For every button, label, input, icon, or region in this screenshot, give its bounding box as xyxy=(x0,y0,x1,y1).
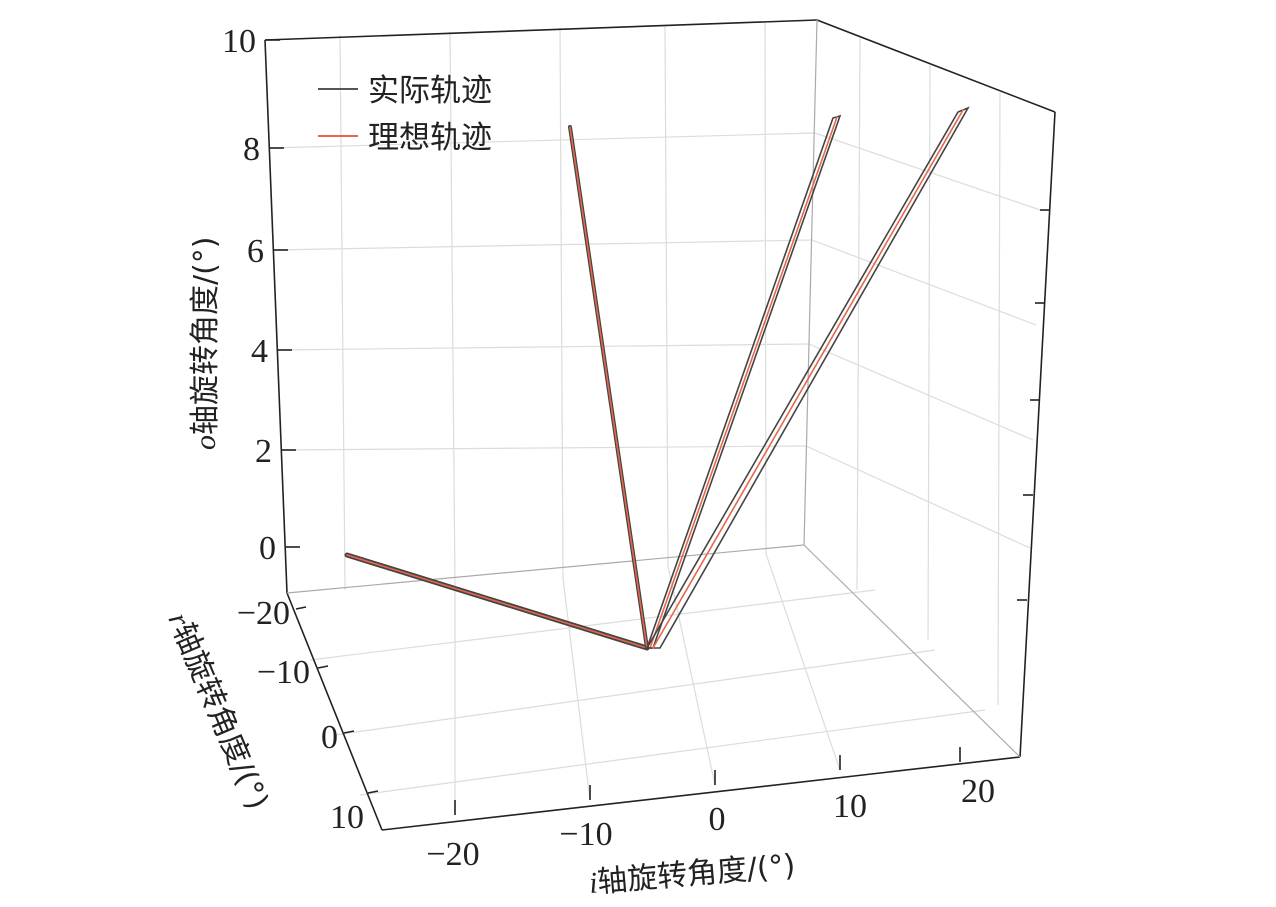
o-axis-label: o轴旋转角度/(°) xyxy=(188,236,223,450)
r-tick-label: 10 xyxy=(330,799,364,836)
o-axis-label-var: o xyxy=(189,435,222,450)
legend-label-ideal: 理想轨迹 xyxy=(368,120,492,156)
i-tick-label: 0 xyxy=(709,801,726,838)
i-tick-label: 10 xyxy=(833,788,867,825)
trajectories xyxy=(344,106,970,651)
actual-trajectory-line xyxy=(645,106,970,649)
i-axis-tick-labels: −20 −10 0 10 20 xyxy=(426,773,995,873)
r-tick-label: −10 xyxy=(257,654,310,691)
trajectory-segment-1 xyxy=(344,552,650,651)
o-tick-label: 10 xyxy=(222,23,256,60)
ideal-trajectory-line xyxy=(652,109,964,649)
i-tick-label: −20 xyxy=(426,836,479,873)
legend: 实际轨迹 理想轨迹 xyxy=(318,73,492,156)
inner-edges xyxy=(286,19,1021,758)
ideal-trajectory-line xyxy=(346,554,648,649)
tick-marks xyxy=(266,39,1050,815)
o-tick-label: 6 xyxy=(247,233,264,270)
ideal-trajectory-line xyxy=(649,116,838,649)
legend-label-actual: 实际轨迹 xyxy=(368,73,492,109)
i-axis-label: i轴旋转角度/(°) xyxy=(588,848,797,901)
r-axis-label: r轴旋转角度/(°) xyxy=(161,607,275,814)
trajectory-segment-2 xyxy=(568,125,649,650)
grid-lines xyxy=(264,19,1041,815)
o-tick-label: 0 xyxy=(259,530,276,567)
axis-box xyxy=(264,19,1056,831)
i-tick-label: 20 xyxy=(961,773,995,810)
i-axis-label-text: 轴旋转角度/(°) xyxy=(596,848,797,900)
ideal-trajectory-line xyxy=(569,126,648,649)
o-tick-label: 2 xyxy=(255,433,272,470)
trajectory-segment-4 xyxy=(645,106,970,649)
i-axis-label-var: i xyxy=(588,866,599,900)
r-tick-label: 0 xyxy=(321,719,338,756)
o-tick-label: 8 xyxy=(243,131,260,168)
i-tick-label: −10 xyxy=(559,816,612,853)
o-axis-tick-labels: 10 8 6 4 2 0 xyxy=(222,23,276,567)
o-axis-label-text: 轴旋转角度/(°) xyxy=(188,236,223,435)
r-tick-label: −20 xyxy=(237,595,290,632)
r-axis-tick-labels: −20 −10 0 10 xyxy=(237,595,364,836)
o-tick-label: 4 xyxy=(251,333,268,370)
r-axis-label-text: 轴旋转角度/(°) xyxy=(165,618,275,814)
